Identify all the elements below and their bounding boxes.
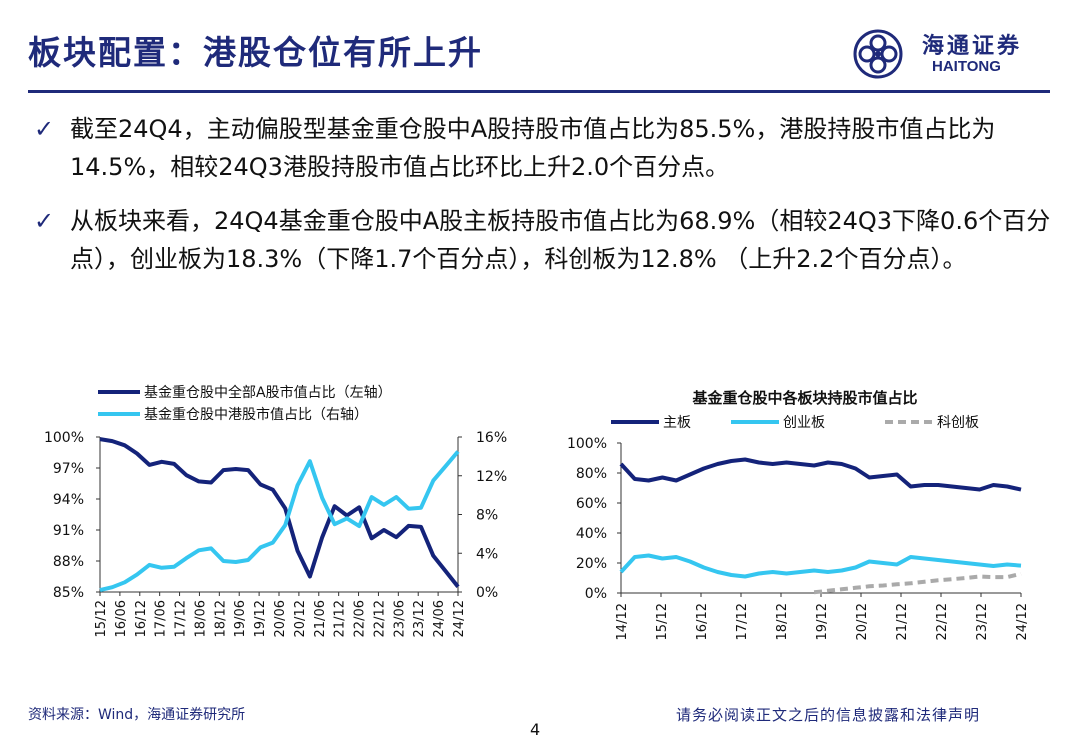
legend-label: 科创板 [937,415,979,431]
x-tick-label: 21/12 [333,600,348,637]
y-right-tick-label: 8% [476,508,498,524]
x-tick-label: 17/12 [735,603,750,640]
y-tick-label: 80% [576,466,607,482]
x-tick-label: 23/12 [975,603,990,640]
series-line-chinext [619,553,1022,579]
x-tick-label: 18/12 [775,603,790,640]
y-left-tick-label: 88% [53,554,84,570]
x-tick-label: 24/12 [452,600,467,637]
x-tick-label: 17/06 [154,600,169,637]
header-divider [28,90,1050,93]
x-tick-label: 24/12 [1015,603,1030,640]
y-left-tick-label: 85% [53,585,84,601]
y-left-tick-label: 94% [53,492,84,508]
legend-label: 创业板 [783,415,825,431]
page-title: 板块配置：港股仓位有所上升 [28,33,483,72]
x-tick-label: 22/12 [935,603,950,640]
y-tick-label: 20% [576,556,607,572]
y-tick-label: 0% [585,586,607,602]
x-tick-label: 21/06 [313,600,328,637]
y-left-tick-label: 100% [44,430,84,446]
legend-label: 主板 [663,415,691,431]
legend-label: 基金重仓股中全部A股市值占比（左轴） [144,384,392,401]
x-tick-label: 20/12 [293,600,308,637]
x-tick-label: 18/12 [213,600,228,637]
x-tick-label: 22/12 [372,600,387,637]
y-tick-label: 40% [576,526,607,542]
logo-chinese-name: 海通证券 [922,33,1023,59]
y-left-tick-label: 97% [53,461,84,477]
x-tick-label: 20/12 [855,603,870,640]
x-tick-label: 20/06 [273,600,288,637]
chart-title: 基金重仓股中各板块持股市值占比 [691,389,917,407]
y-right-tick-label: 16% [476,430,507,446]
series-line-hk-share [99,450,460,593]
haitong-emblem-icon [853,29,903,79]
y-tick-label: 60% [576,496,607,512]
x-tick-label: 16/12 [695,603,710,640]
x-tick-label: 23/06 [392,600,407,637]
series-line-a-share [99,437,460,589]
x-tick-label: 19/06 [233,600,248,637]
x-tick-label: 16/12 [134,600,149,637]
haitong-logo: 海通证券 HAITONG [848,28,1048,80]
series-line-main-board [619,457,1022,492]
series-line-star-market [813,571,1022,595]
x-tick-label: 24/06 [432,600,447,637]
x-tick-label: 17/12 [174,600,189,637]
y-tick-label: 100% [567,436,607,452]
bullet-text: 从板块来看，24Q4基金重仓股中A股主板持股市值占比为68.9%（相较24Q3下… [70,207,1051,273]
source-note: 资料来源：Wind，海通证券研究所 [28,707,246,723]
bullet-text: 截至24Q4，主动偏股型基金重仓股中A股持股市值占比为85.5%，港股持股市值占… [70,115,996,181]
legend-label: 基金重仓股中港股市值占比（右轴） [144,406,368,423]
y-right-tick-label: 4% [476,546,498,562]
disclaimer-note: 请务必阅读正文之后的信息披露和法律声明 [676,706,981,724]
chart-a-share-vs-hk-share: 基金重仓股中全部A股市值占比（左轴） 基金重仓股中港股市值占比（右轴） 100% 97… [44,384,507,637]
check-icon: ✓ [34,207,55,235]
y-right-tick-label: 0% [476,585,498,601]
x-tick-label: 16/06 [114,600,129,637]
x-tick-label: 18/06 [193,600,208,637]
logo-english-name: HAITONG [932,58,1001,75]
x-tick-label: 19/12 [815,603,830,640]
x-tick-label: 15/12 [94,600,109,637]
check-icon: ✓ [34,115,55,143]
x-tick-label: 21/12 [895,603,910,640]
x-tick-label: 19/12 [253,600,268,637]
x-tick-label: 23/12 [412,600,427,637]
x-tick-label: 14/12 [615,603,630,640]
y-right-tick-label: 12% [476,469,507,485]
y-left-tick-label: 91% [53,523,84,539]
x-tick-label: 22/06 [353,600,368,637]
x-tick-label: 15/12 [655,603,670,640]
page-number: 4 [530,720,541,739]
